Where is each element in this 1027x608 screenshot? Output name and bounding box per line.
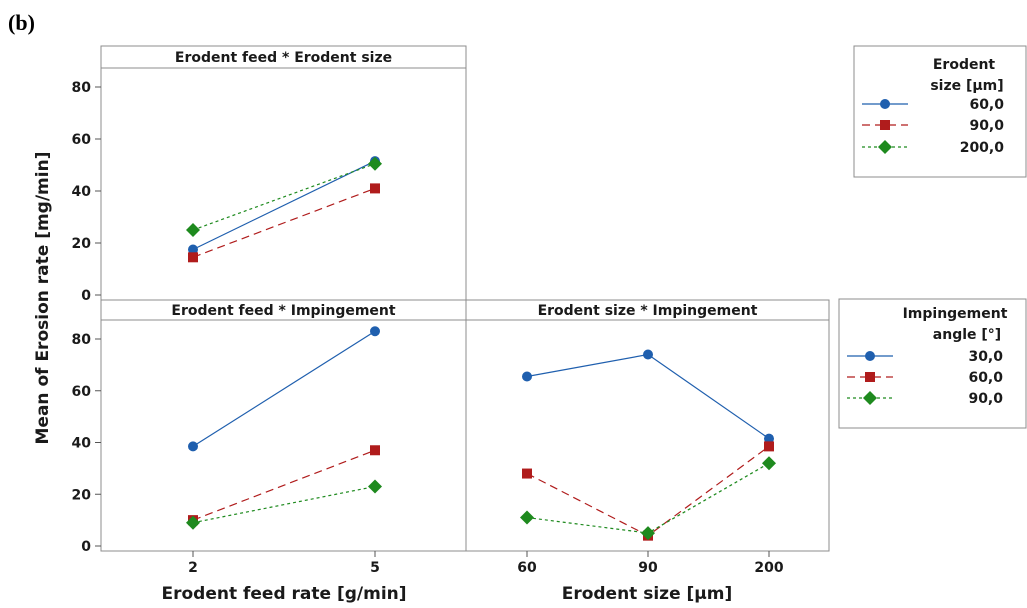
data-point-size-impingement-2 (764, 441, 774, 452)
data-point-size-impingement-3 (641, 526, 655, 541)
data-point-feed-size-3 (186, 223, 200, 237)
panel-label-letter: b (15, 10, 27, 35)
data-point-feed-impingement-1 (370, 326, 380, 337)
data-point-feed-impingement-2 (370, 445, 380, 456)
y-tick-label: 20 (72, 487, 92, 503)
series-line-feed-size-1 (192, 160, 376, 251)
panel-label-open-paren: ( (8, 10, 15, 35)
data-point-size-impingement-1 (764, 433, 774, 444)
panel-feed-by-impingement-title: Erodent feed * Impingement (171, 303, 395, 319)
data-point-feed-size-2 (188, 252, 198, 263)
panel-feed-by-impingement-y-ticks: 0 20 40 60 80 (72, 332, 101, 555)
panel-feed-by-size-y-ticks: 0 20 40 60 80 (72, 80, 101, 304)
x-axis-title-erodent-size: Erodent size [μm] (562, 584, 733, 604)
data-point-size-impingement-2 (522, 468, 532, 479)
x-tick-label: 90 (638, 560, 658, 576)
y-tick-label: 60 (72, 384, 92, 400)
legend-erodent-size-title-line2: size [μm] (930, 78, 1003, 94)
legend-impingement-label-3: 90,0 (968, 391, 1003, 407)
data-point-feed-impingement-3 (186, 515, 200, 530)
panel-size-by-impingement-title: Erodent size * Impingement (538, 303, 758, 319)
x-tick-label: 200 (754, 560, 783, 576)
legend-size-label-1: 60,0 (969, 97, 1004, 113)
legend-impingement-marker-3 (863, 391, 877, 405)
data-point-size-impingement-3 (762, 456, 776, 471)
series-line-feed-size-3 (192, 163, 376, 231)
panel-feed-by-size-series (186, 156, 382, 263)
panel-feed-by-size-frame (100, 67, 467, 301)
y-tick-label: 20 (72, 236, 92, 252)
data-point-size-impingement-3 (520, 510, 534, 525)
panel-label: (b) (8, 10, 35, 35)
legend-size-marker-1 (880, 99, 890, 109)
panel-feed-by-impingement-series (186, 326, 382, 530)
series-line-feed-size-2 (192, 187, 376, 258)
data-point-feed-size-2 (370, 183, 380, 194)
y-axis-title: Mean of Erosion rate [mg/min] (33, 152, 53, 445)
y-tick-label: 80 (72, 332, 92, 348)
panel-feed-by-size-title: Erodent feed * Erodent size (175, 50, 392, 66)
y-tick-label: 80 (72, 80, 92, 96)
x-tick-label: 5 (370, 560, 380, 576)
legend-impingement-angle-frame (838, 298, 1027, 429)
data-point-feed-impingement-1 (188, 441, 198, 452)
legend-size-label-2: 90,0 (969, 118, 1004, 134)
legend-size-marker-2 (880, 120, 890, 130)
y-tick-label: 40 (72, 184, 92, 200)
x-tick-label: 2 (188, 560, 198, 576)
legend-impingement-marker-2 (865, 372, 875, 382)
series-line-feed-impingement-2 (192, 449, 376, 521)
legend-impingement-title-line1: Impingement (903, 306, 1008, 322)
legend-erodent-size: Erodent size [μm] 60,0 90,0 200,0 (853, 45, 1027, 178)
panel-size-by-impingement-series (520, 349, 776, 541)
legend-impingement-label-2: 60,0 (968, 370, 1003, 386)
legend-size-label-3: 200,0 (960, 140, 1005, 156)
panel-feed-by-size: Erodent feed * Erodent size 0 20 40 60 80 (72, 45, 467, 304)
data-point-feed-size-3 (368, 156, 382, 171)
panel-feed-by-impingement-frame (100, 319, 467, 552)
legend-impingement-title-line2: angle [°] (933, 327, 1001, 343)
panel-size-by-impingement-x-ticks: 60 90 200 (517, 551, 784, 576)
x-tick-label: 60 (517, 560, 537, 576)
panel-label-close-paren: ) (28, 10, 35, 35)
data-point-feed-size-1 (188, 244, 198, 255)
y-tick-label: 0 (81, 288, 91, 304)
data-point-size-impingement-1 (643, 349, 653, 360)
series-line-feed-impingement-1 (192, 330, 376, 447)
legend-impingement-label-1: 30,0 (968, 349, 1003, 365)
legend-erodent-size-frame (853, 45, 1027, 178)
x-axis-title-feed-rate: Erodent feed rate [g/min] (161, 584, 406, 604)
legend-impingement-angle: Impingement angle [°] 30,0 60,0 90,0 (838, 298, 1027, 429)
panel-size-by-impingement: Erodent size * Impingement 60 90 200 (465, 299, 830, 576)
y-tick-label: 60 (72, 132, 92, 148)
series-line-feed-impingement-3 (192, 485, 376, 524)
y-tick-label: 0 (81, 539, 91, 555)
data-point-feed-impingement-3 (368, 479, 382, 494)
legend-size-marker-3 (878, 140, 892, 154)
legend-impingement-marker-1 (865, 351, 875, 361)
y-tick-label: 40 (72, 436, 92, 452)
legend-erodent-size-title-line1: Erodent (933, 57, 996, 73)
data-point-size-impingement-1 (522, 371, 532, 382)
